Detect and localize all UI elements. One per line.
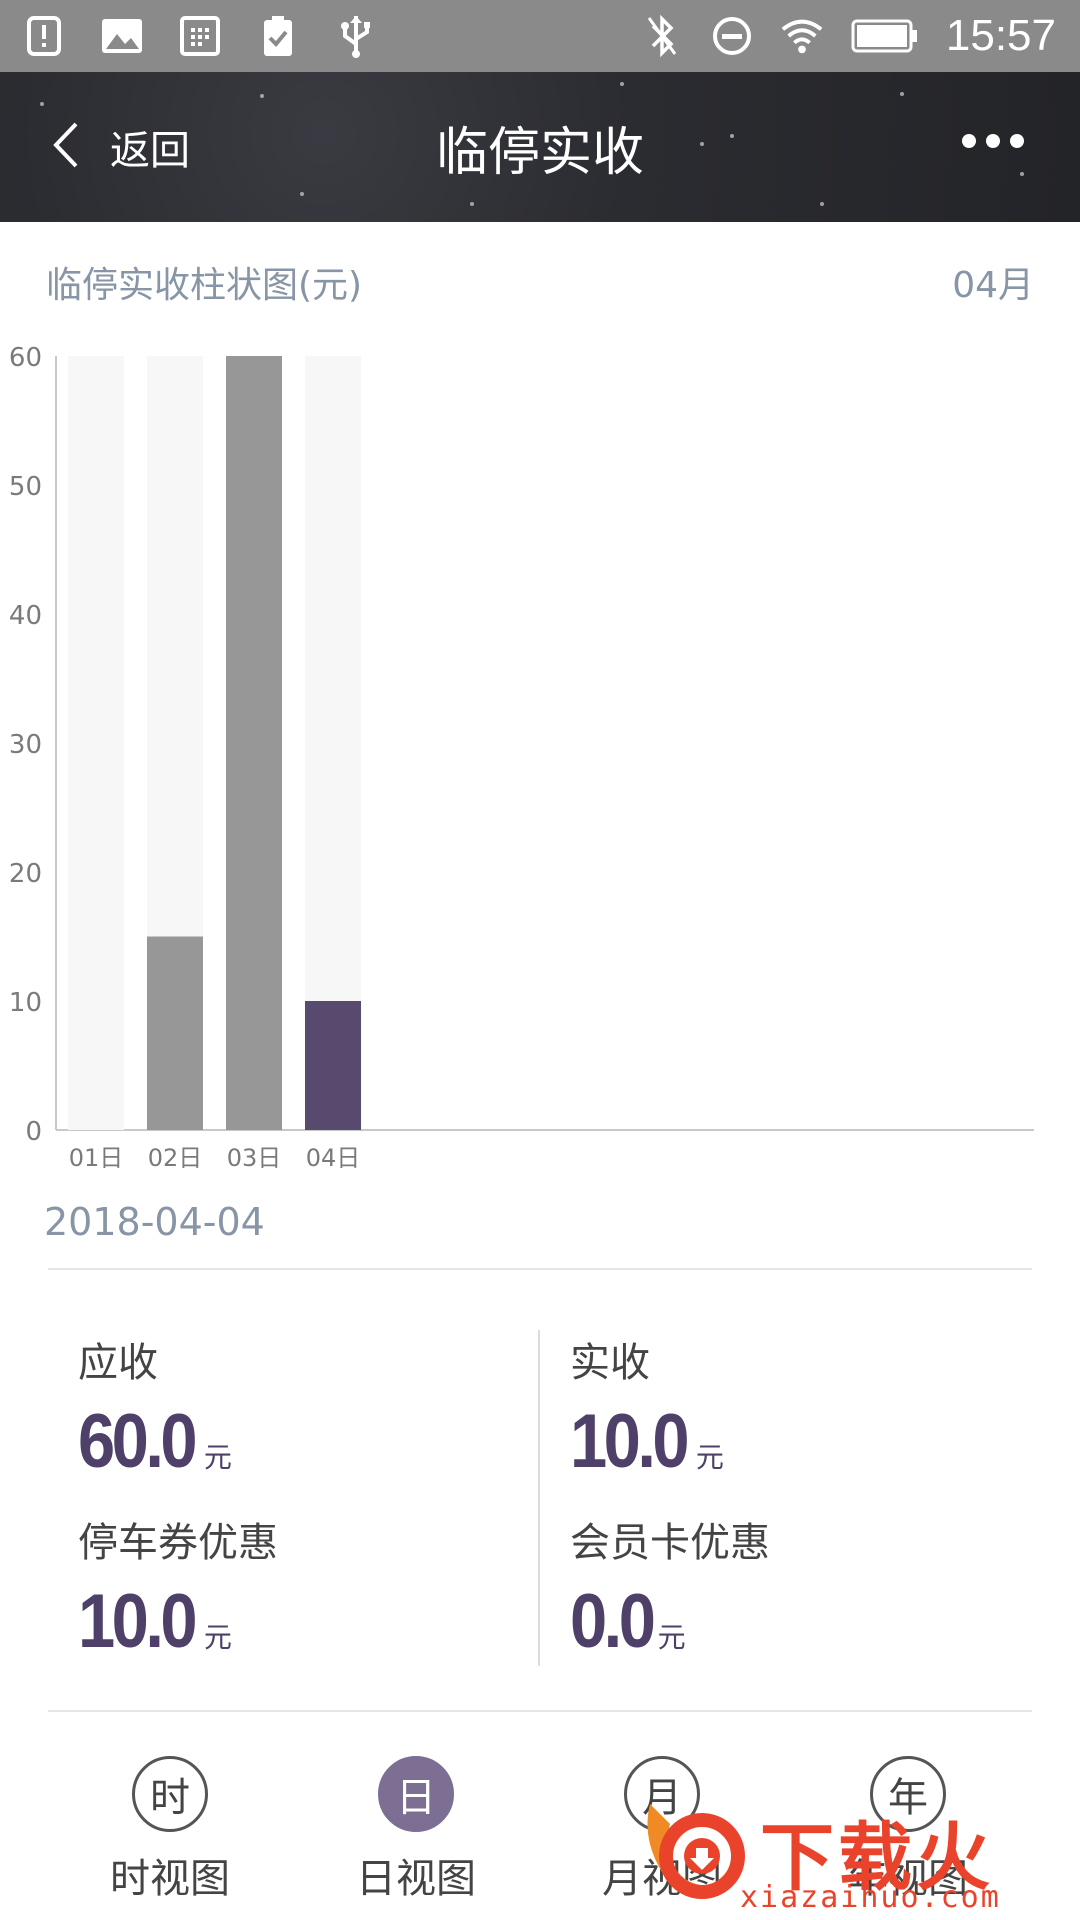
x-tick-label: 02日 [148,1144,203,1172]
status-right-icons: 15:57 [640,0,1056,72]
nav-bar: 返回 临停实收 [0,72,1080,222]
bar-chart-svg: 0 10 20 30 40 50 60 01日 02日 03日 04日 [9,343,1034,1172]
tab-hour-view[interactable]: 时 时视图 [70,1756,270,1904]
y-tick-label: 10 [9,988,42,1018]
watermark-url: xiazaihuo.com [740,1880,1001,1915]
tab-day-view[interactable]: 日 日视图 [316,1756,516,1904]
back-label: 返回 [110,128,190,174]
alert-icon [22,14,66,58]
member-discount-unit: 元 [657,1621,686,1654]
year-icon: 年 [870,1756,946,1832]
receivable-cell: 应收 60.0 元 [78,1330,232,1485]
received-value: 10.0 [570,1399,690,1484]
more-dot-icon [962,134,976,148]
y-tick-label: 40 [9,601,42,631]
bluetooth-off-icon [640,14,684,58]
receivable-value: 60.0 [78,1399,198,1484]
back-button[interactable]: 返回 [50,112,190,182]
divider-bottom [48,1710,1032,1712]
received-value-group: 10.0 元 [570,1398,724,1485]
tab-year-view[interactable]: 年 年视图 [808,1756,1008,1904]
summary-panel: 应收 60.0 元 实收 10.0 元 停车券优惠 10.0 元 会员卡优惠 0… [0,1330,1080,1670]
coupon-discount-value-group: 10.0 元 [78,1578,278,1665]
receivable-label: 应收 [78,1340,158,1386]
coupon-discount-unit: 元 [203,1621,232,1654]
tab-label: 日视图 [356,1856,476,1902]
member-discount-value: 0.0 [570,1579,656,1664]
coupon-discount-cell: 停车券优惠 10.0 元 [78,1510,278,1665]
do-not-disturb-icon [710,14,754,58]
watermark-text: 下载火 [760,1815,994,1901]
summary-vertical-divider [538,1330,540,1666]
chart-month-selector[interactable]: 04月 [952,265,1034,306]
y-tick-label: 0 [25,1117,42,1147]
watermark-logo-icon [647,1804,745,1899]
bar-chart: 0 10 20 30 40 50 60 01日 02日 03日 04日 [0,330,1080,1180]
coupon-discount-label: 停车券优惠 [78,1520,278,1566]
y-tick-label: 60 [9,343,42,373]
chart-title: 临停实收柱状图(元) [46,265,363,306]
received-cell: 实收 10.0 元 [570,1330,724,1485]
selected-date: 2018-04-04 [44,1200,265,1244]
status-bar: 15:57 [0,0,1080,72]
bar-background [68,356,124,1130]
image-icon [100,14,144,58]
receivable-value-group: 60.0 元 [78,1398,232,1485]
member-discount-value-group: 0.0 元 [570,1578,770,1665]
divider-top [48,1268,1032,1270]
bar[interactable] [305,1001,361,1130]
more-options-button[interactable] [962,134,1024,148]
watermark: 下载火 xiazaihuo.com [630,1780,1070,1920]
x-tick-label: 01日 [69,1144,124,1172]
chevron-left-icon [50,120,80,174]
month-icon: 月 [624,1756,700,1832]
page-title: 临停实收 [435,123,644,183]
bar[interactable] [226,356,282,1130]
received-label: 实收 [570,1340,650,1386]
wifi-icon [780,14,824,58]
coupon-discount-value: 10.0 [78,1579,198,1664]
tab-label: 时视图 [110,1856,230,1902]
x-tick-label: 04日 [306,1144,361,1172]
more-dot-icon [986,134,1000,148]
more-dot-icon [1010,134,1024,148]
receivable-unit: 元 [203,1441,232,1474]
member-discount-cell: 会员卡优惠 0.0 元 [570,1510,770,1665]
clipboard-check-icon [256,14,300,58]
day-icon: 日 [378,1756,454,1832]
member-discount-label: 会员卡优惠 [570,1520,770,1566]
received-unit: 元 [695,1441,724,1474]
battery-icon [850,14,920,58]
status-left-icons [22,14,378,58]
y-tick-label: 30 [9,730,42,760]
y-tick-label: 20 [9,859,42,889]
x-tick-label: 03日 [227,1144,282,1172]
hour-icon: 时 [132,1756,208,1832]
bar[interactable] [147,936,203,1131]
status-time: 15:57 [945,11,1056,60]
tab-label: 年视图 [848,1856,968,1902]
y-tick-label: 50 [9,472,42,502]
calendar-icon [178,14,222,58]
usb-icon [334,14,378,58]
